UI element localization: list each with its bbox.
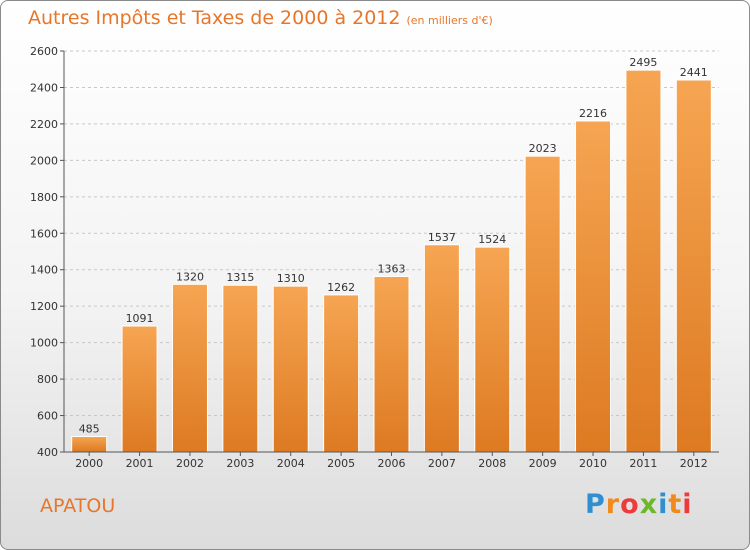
data-label: 2216 (579, 107, 607, 120)
x-tick-label: 2010 (579, 457, 607, 470)
bar (272, 285, 309, 453)
data-label: 485 (79, 423, 100, 436)
chart-title: Autres Impôts et Taxes de 2000 à 2012 (en… (28, 7, 493, 29)
chart-title-text: Autres Impôts et Taxes de 2000 à 2012 (28, 7, 401, 29)
bar (222, 284, 259, 453)
y-tick-label: 800 (37, 373, 58, 386)
chart-subtitle: (en milliers d'€) (406, 14, 493, 27)
x-tick-label: 2007 (428, 457, 456, 470)
data-label: 2023 (529, 142, 557, 155)
data-label: 2441 (680, 66, 708, 79)
x-tick-label: 2006 (378, 457, 406, 470)
bar (373, 275, 410, 453)
data-label: 1320 (176, 270, 204, 283)
logo-letter: o (620, 489, 640, 520)
y-tick-label: 2400 (30, 81, 58, 94)
x-tick-label: 2004 (277, 457, 305, 470)
y-tick-label: 2600 (30, 45, 58, 58)
bars (71, 69, 712, 453)
bar (474, 246, 511, 453)
x-tick-label: 2009 (529, 457, 557, 470)
logo-letter: i (682, 489, 693, 520)
x-tick-label: 2011 (629, 457, 657, 470)
data-label: 1310 (277, 272, 305, 285)
bar (625, 69, 662, 453)
bar (675, 79, 712, 453)
labels: 485 1091 1320 1315 1310 1262 1363 1537 1524 2023 2… (79, 56, 708, 435)
y-tick-label: 600 (37, 410, 58, 423)
bar (121, 325, 158, 453)
x-tick-label: 2002 (176, 457, 204, 470)
y-tick-label: 1000 (30, 337, 58, 350)
bar (323, 294, 360, 453)
y-tick-label: 400 (37, 446, 58, 459)
logo-letter: i (658, 489, 669, 520)
data-label: 1363 (378, 262, 406, 275)
x-tick-label: 2012 (680, 457, 708, 470)
axes: 400 600 800 1000 1200 1400 1600 1800 2000 2200 240… (30, 45, 719, 470)
logo-letter: t (668, 489, 683, 520)
commune-name: APATOU (40, 495, 116, 517)
logo-letter: r (605, 489, 621, 520)
y-tick-label: 1600 (30, 227, 58, 240)
bar (423, 244, 460, 453)
data-label: 1091 (126, 312, 154, 325)
x-tick-label: 2000 (75, 457, 103, 470)
data-label: 1537 (428, 231, 456, 244)
y-tick-label: 2000 (30, 154, 58, 167)
bar (524, 155, 561, 453)
data-label: 2495 (629, 56, 657, 69)
y-tick-label: 1200 (30, 300, 58, 313)
bar (575, 120, 612, 453)
x-tick-label: 2008 (478, 457, 506, 470)
data-label: 1315 (226, 271, 254, 284)
x-tick-label: 2005 (327, 457, 355, 470)
y-tick-label: 2200 (30, 118, 58, 131)
bar (71, 436, 108, 453)
x-tick-label: 2003 (226, 457, 254, 470)
proxiti-logo: Proxiti (585, 489, 693, 520)
y-tick-label: 1400 (30, 264, 58, 277)
logo-letter: P (585, 489, 606, 520)
data-label: 1262 (327, 281, 355, 294)
logo-letter: x (639, 489, 659, 520)
bar (171, 283, 208, 453)
data-label: 1524 (478, 233, 506, 246)
x-tick-label: 2001 (126, 457, 154, 470)
y-tick-label: 1800 (30, 191, 58, 204)
